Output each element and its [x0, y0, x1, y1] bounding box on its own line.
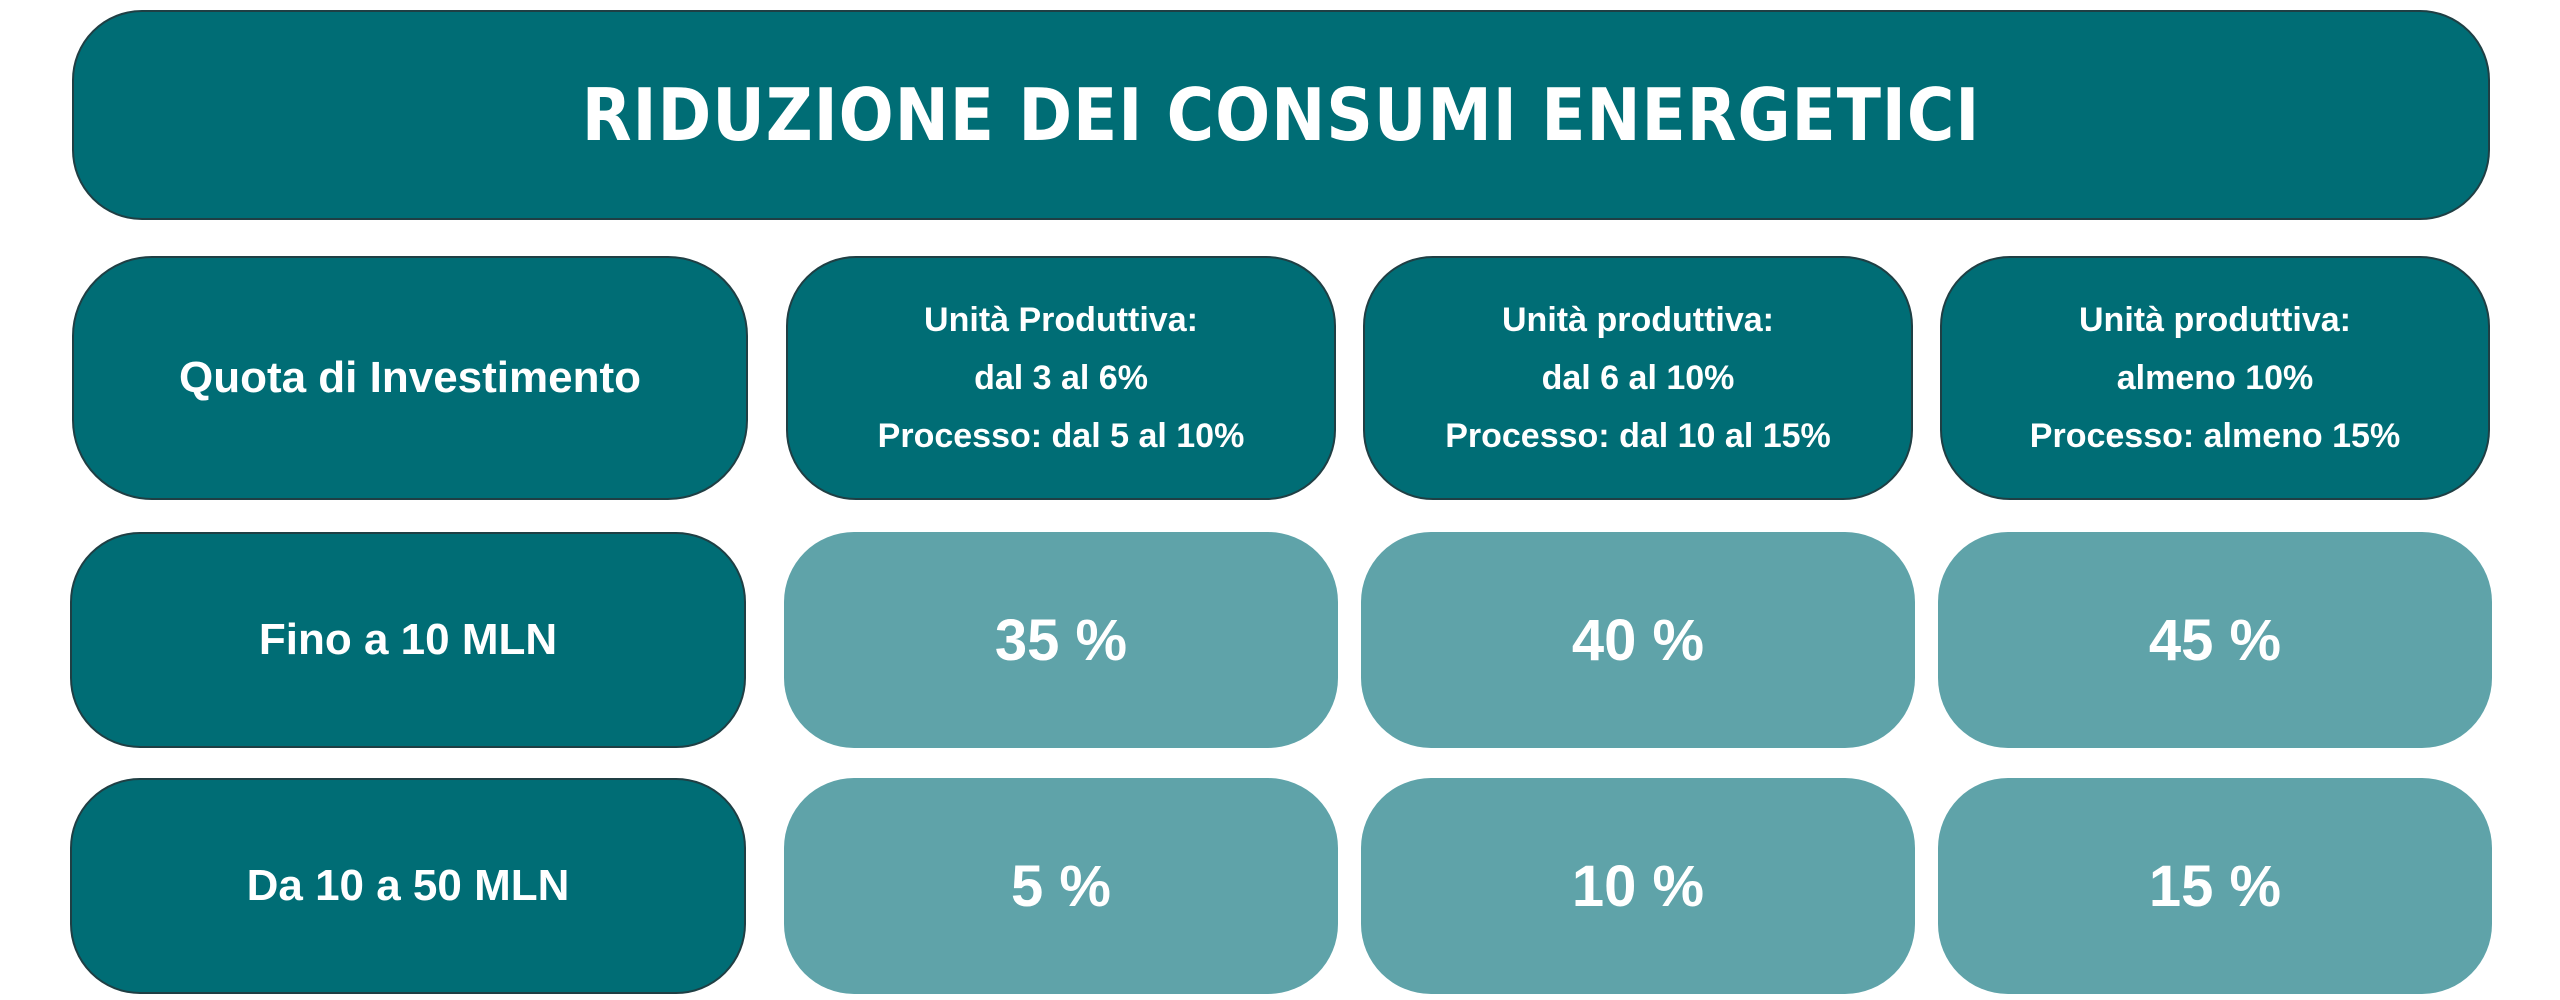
title-banner: RIDUZIONE DEI CONSUMI ENERGETICI	[72, 10, 2490, 220]
column-header-line: Unità produttiva:	[2079, 301, 2351, 339]
quota-header: Quota di Investimento	[72, 256, 748, 500]
column-header-1: Unità Produttiva: dal 3 al 6% Processo: …	[786, 256, 1336, 500]
column-header-line: Unità Produttiva:	[924, 301, 1198, 339]
column-header-3: Unità produttiva: almeno 10% Processo: a…	[1940, 256, 2490, 500]
column-header-line: Processo: dal 5 al 10%	[877, 417, 1245, 455]
row-label: Da 10 a 50 MLN	[246, 861, 570, 910]
value-text: 15 %	[2148, 853, 2282, 919]
column-header-line: almeno 10%	[2116, 359, 2314, 397]
column-header-line: dal 3 al 6%	[974, 359, 1148, 397]
value-cell: 10 %	[1361, 778, 1915, 994]
row-header-2: Da 10 a 50 MLN	[70, 778, 746, 994]
value-cell: 45 %	[1938, 532, 2492, 748]
column-header-line: Unità produttiva:	[1502, 301, 1774, 339]
column-header-line: Processo: dal 10 al 15%	[1445, 417, 1831, 455]
value-text: 40 %	[1571, 607, 1705, 673]
column-header-line: Processo: almeno 15%	[2029, 417, 2401, 455]
row-label: Fino a 10 MLN	[258, 615, 558, 664]
value-text: 10 %	[1571, 853, 1705, 919]
quota-label: Quota di Investimento	[178, 353, 642, 402]
row-header-1: Fino a 10 MLN	[70, 532, 746, 748]
column-header-2: Unità produttiva: dal 6 al 10% Processo:…	[1363, 256, 1913, 500]
value-cell: 40 %	[1361, 532, 1915, 748]
value-cell: 15 %	[1938, 778, 2492, 994]
value-text: 45 %	[2148, 607, 2282, 673]
value-cell: 5 %	[784, 778, 1338, 994]
column-header-line: dal 6 al 10%	[1541, 359, 1735, 397]
value-text: 35 %	[994, 607, 1128, 673]
page-title: RIDUZIONE DEI CONSUMI ENERGETICI	[581, 73, 1981, 157]
value-text: 5 %	[1011, 853, 1111, 919]
value-cell: 35 %	[784, 532, 1338, 748]
